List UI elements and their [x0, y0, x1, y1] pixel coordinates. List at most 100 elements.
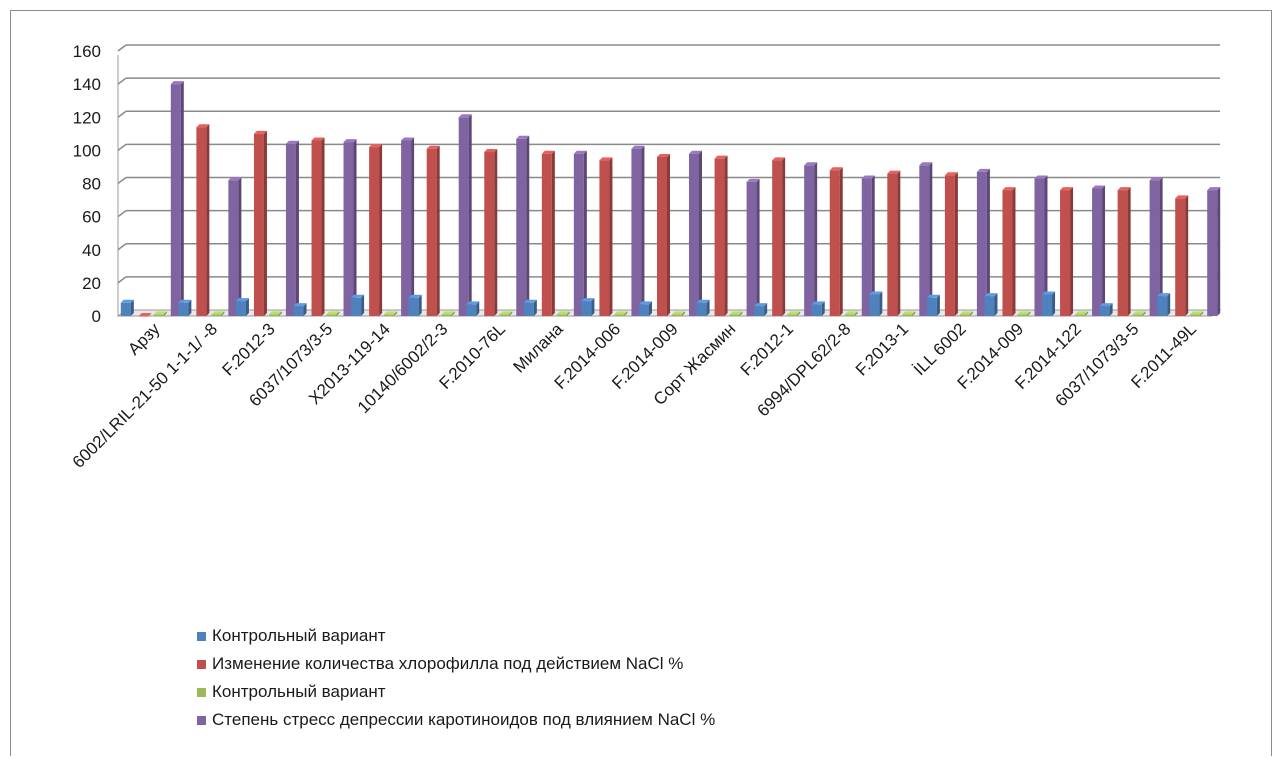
bar	[919, 162, 933, 316]
gridline-diagonal	[117, 210, 127, 218]
legend-label: Степень стресс депрессии каротиноидов по…	[212, 710, 716, 729]
bar	[787, 311, 801, 316]
y-tick-label: 40	[82, 241, 101, 260]
bar	[408, 294, 422, 316]
bar	[984, 293, 998, 316]
bar	[1190, 311, 1204, 316]
bar	[1002, 187, 1016, 316]
bar	[541, 150, 555, 316]
y-axis-labels: 0 20 40 60 80 100 120 140 160	[73, 42, 101, 326]
x-tick-label: F.2013-1	[852, 319, 912, 379]
bar	[441, 311, 455, 316]
y-tick-label: 80	[82, 175, 101, 194]
bar	[120, 299, 134, 316]
x-tick-label: Милана	[509, 319, 567, 377]
bar	[746, 178, 760, 316]
bar	[869, 291, 883, 316]
bar	[657, 154, 670, 316]
bar	[499, 311, 513, 316]
legend-label: Контрольный вариант	[212, 626, 386, 645]
bar	[311, 137, 325, 316]
bar	[1149, 177, 1163, 316]
legend-label: Контрольный вариант	[212, 682, 386, 701]
bar	[729, 311, 743, 316]
bar	[639, 301, 652, 316]
legend-swatch-control-green	[197, 687, 206, 697]
bar	[581, 298, 595, 316]
y-tick-label: 20	[82, 274, 101, 293]
bar	[1132, 311, 1146, 316]
bar	[804, 162, 818, 316]
bar	[268, 311, 282, 316]
bar	[1034, 175, 1048, 316]
bar	[484, 149, 498, 316]
bar	[811, 301, 825, 316]
bar	[293, 303, 307, 316]
y-tick-label: 120	[73, 108, 101, 127]
gridline-diagonal	[117, 77, 127, 85]
x-tick-label: Арзу	[124, 319, 164, 359]
bar	[926, 294, 940, 316]
x-tick-label: F.2012-1	[737, 319, 797, 379]
bar	[599, 157, 613, 316]
bar	[1060, 187, 1074, 316]
bar	[138, 313, 152, 317]
legend: Контрольный вариант Изменение количества…	[197, 622, 715, 734]
bar	[959, 311, 973, 316]
bar	[1207, 187, 1221, 316]
bar	[426, 145, 440, 316]
y-tick-label: 100	[73, 141, 101, 160]
bar	[614, 311, 628, 316]
legend-item: Контрольный вариант	[197, 622, 715, 650]
bar	[844, 311, 858, 316]
x-tick-label: F.2012-3	[219, 319, 279, 379]
bar	[516, 135, 530, 316]
bar	[1017, 311, 1031, 316]
legend-label: Изменение количества хлорофилла под дейс…	[212, 654, 684, 673]
y-tick-label: 0	[92, 307, 101, 326]
chart-frame	[10, 10, 1272, 756]
bar	[689, 150, 702, 316]
bar	[861, 175, 875, 316]
bar	[458, 114, 472, 316]
bar	[1042, 291, 1056, 316]
legend-swatch-control-blue	[197, 631, 206, 641]
bar	[1175, 195, 1189, 316]
bar	[1157, 293, 1171, 316]
bars	[120, 81, 1221, 317]
bar	[976, 168, 990, 316]
bar	[1092, 185, 1106, 316]
bar	[1117, 187, 1131, 316]
gridline-diagonal	[117, 44, 127, 52]
bar	[285, 140, 299, 316]
bar	[253, 130, 267, 316]
bar	[211, 311, 225, 316]
bar	[196, 124, 210, 316]
bar	[672, 311, 685, 316]
bar	[343, 139, 357, 316]
bar	[754, 303, 768, 316]
bar	[351, 294, 365, 316]
bar	[178, 299, 192, 316]
bar	[235, 298, 249, 316]
bar	[326, 311, 340, 316]
x-tick-label: İLL 6002	[910, 319, 970, 379]
bar	[631, 145, 645, 316]
bar	[714, 155, 728, 316]
gridline-diagonal	[117, 176, 127, 185]
gridline-diagonal	[117, 276, 127, 284]
bar	[902, 311, 916, 316]
bar	[153, 311, 167, 316]
legend-item: Изменение количества хлорофилла под дейс…	[197, 650, 715, 678]
y-tick-label: 60	[82, 208, 101, 227]
bar	[696, 299, 710, 316]
gridline-diagonal	[117, 143, 127, 151]
y-tick-label: 160	[73, 42, 101, 61]
bar	[401, 137, 415, 316]
bar	[523, 299, 537, 316]
bar	[772, 157, 786, 316]
bar	[1075, 311, 1089, 316]
gridline-diagonal	[117, 243, 127, 251]
